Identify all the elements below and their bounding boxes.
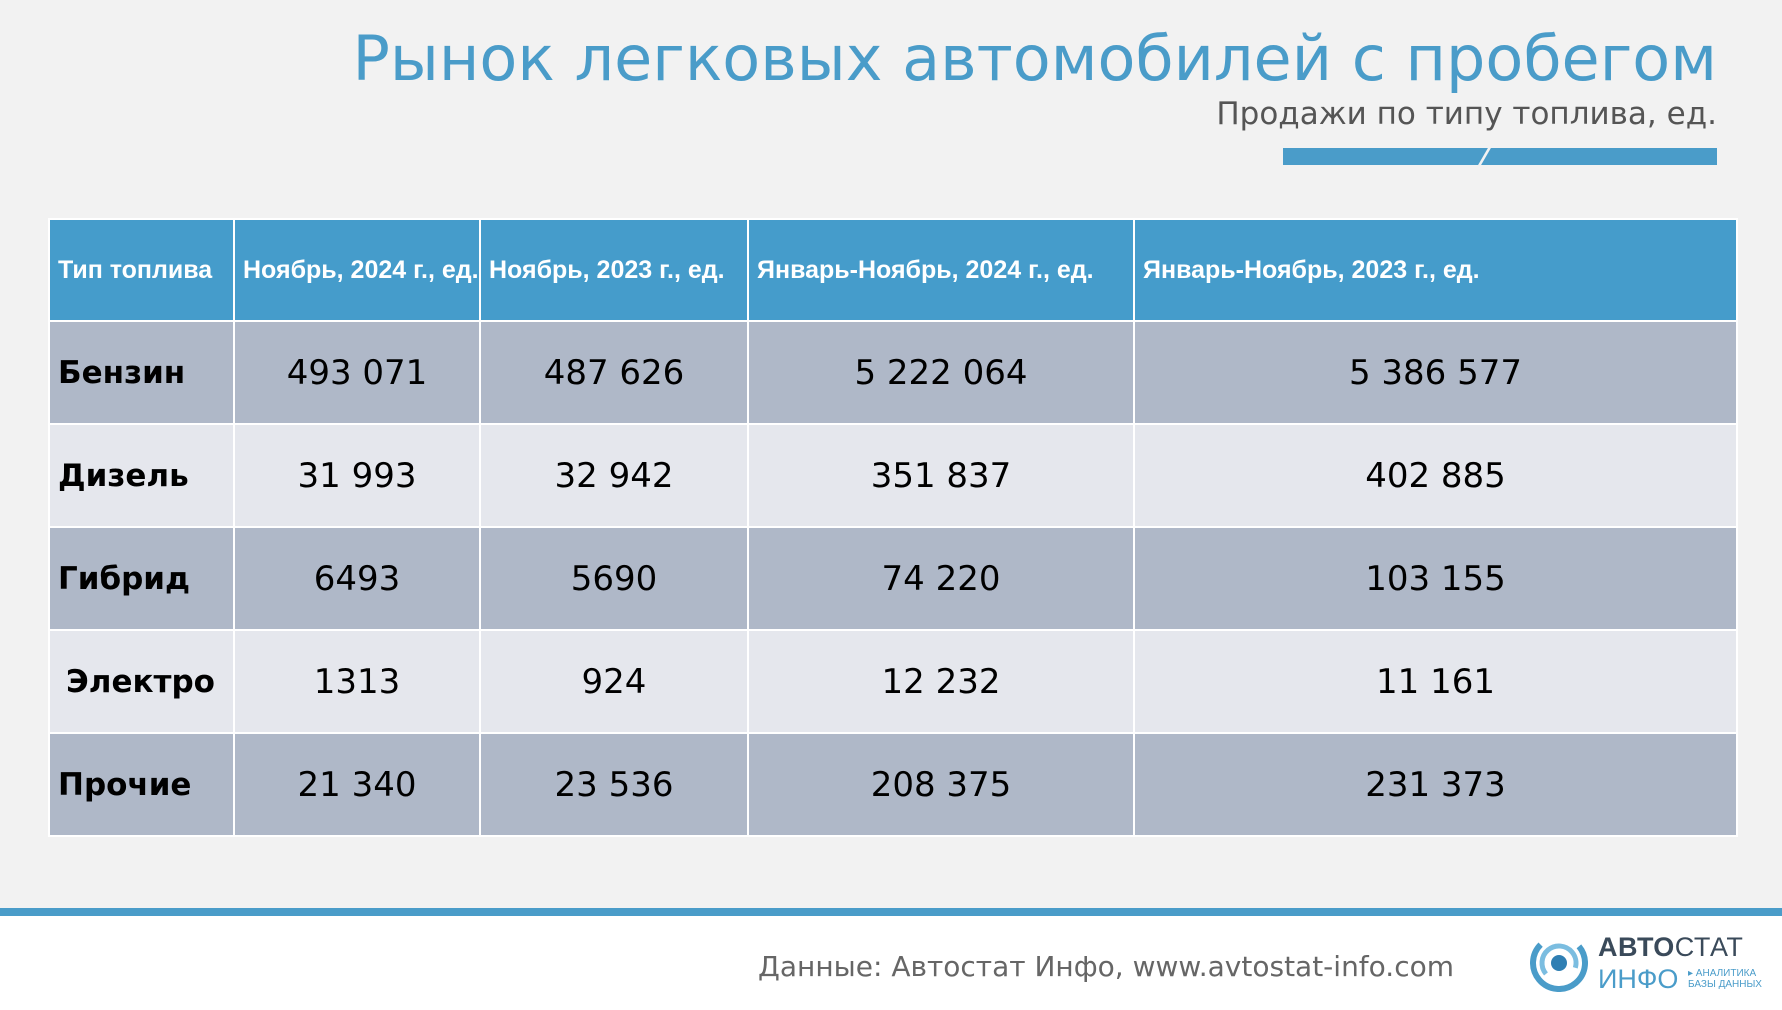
table-cell: 11 161 <box>1133 629 1738 734</box>
table-row-other: Прочие 21 340 23 536 208 375 231 373 <box>48 732 1738 837</box>
row-label: Гибрид <box>48 526 235 631</box>
logo-tagline: ▸ АНАЛИТИКА БАЗЫ ДАННЫХ <box>1688 968 1762 990</box>
logo-swirl-icon <box>1530 934 1588 992</box>
title-underline-bar <box>1283 148 1717 165</box>
table-cell: 402 885 <box>1133 423 1738 528</box>
column-header-jan-nov-2023: Январь-Ноябрь, 2023 г., ед. <box>1133 218 1738 322</box>
table-cell: 5 386 577 <box>1133 320 1738 425</box>
footer-divider <box>0 908 1782 916</box>
table-cell: 21 340 <box>233 732 481 837</box>
table-cell: 5690 <box>479 526 749 631</box>
table-cell: 5 222 064 <box>747 320 1135 425</box>
table-cell: 31 993 <box>233 423 481 528</box>
table-cell: 351 837 <box>747 423 1135 528</box>
column-header-nov-2024: Ноябрь, 2024 г., ед. <box>233 218 481 322</box>
autostat-logo: АВТОСТАТ ИНФО ▸ АНАЛИТИКА БАЗЫ ДАННЫХ <box>1530 928 1762 1000</box>
row-label: Бензин <box>48 320 235 425</box>
footer <box>0 916 1782 1010</box>
row-label: Дизель <box>48 423 235 528</box>
table-cell: 231 373 <box>1133 732 1738 837</box>
logo-wordmark-top: АВТОСТАТ <box>1598 932 1744 962</box>
page-subtitle: Продажи по типу топлива, ед. <box>1216 96 1717 132</box>
logo-wordmark-bottom: ИНФО <box>1598 964 1679 994</box>
table-cell: 924 <box>479 629 749 734</box>
column-header-nov-2023: Ноябрь, 2023 г., ед. <box>479 218 749 322</box>
table-row-diesel: Дизель 31 993 32 942 351 837 402 885 <box>48 423 1738 528</box>
table-cell: 1313 <box>233 629 481 734</box>
table-cell: 487 626 <box>479 320 749 425</box>
table-cell: 493 071 <box>233 320 481 425</box>
table-cell: 74 220 <box>747 526 1135 631</box>
table-cell: 12 232 <box>747 629 1135 734</box>
table-header-row: Тип топлива Ноябрь, 2024 г., ед. Ноябрь,… <box>48 218 1738 322</box>
row-label: Прочие <box>48 732 235 837</box>
table-cell: 208 375 <box>747 732 1135 837</box>
column-header-fuel-type: Тип топлива <box>48 218 235 322</box>
table-cell: 23 536 <box>479 732 749 837</box>
data-source-note: Данные: Автостат Инфо, www.avtostat-info… <box>758 950 1455 983</box>
page-title: Рынок легковых автомобилей с пробегом <box>352 22 1717 95</box>
fuel-sales-table: Тип топлива Ноябрь, 2024 г., ед. Ноябрь,… <box>48 218 1738 837</box>
row-label: Электро <box>48 629 235 734</box>
column-header-jan-nov-2024: Январь-Ноябрь, 2024 г., ед. <box>747 218 1135 322</box>
table-cell: 6493 <box>233 526 481 631</box>
table-row-electric: Электро 1313 924 12 232 11 161 <box>48 629 1738 734</box>
table-row-petrol: Бензин 493 071 487 626 5 222 064 5 386 5… <box>48 320 1738 425</box>
table-cell: 32 942 <box>479 423 749 528</box>
table-cell: 103 155 <box>1133 526 1738 631</box>
table-row-hybrid: Гибрид 6493 5690 74 220 103 155 <box>48 526 1738 631</box>
